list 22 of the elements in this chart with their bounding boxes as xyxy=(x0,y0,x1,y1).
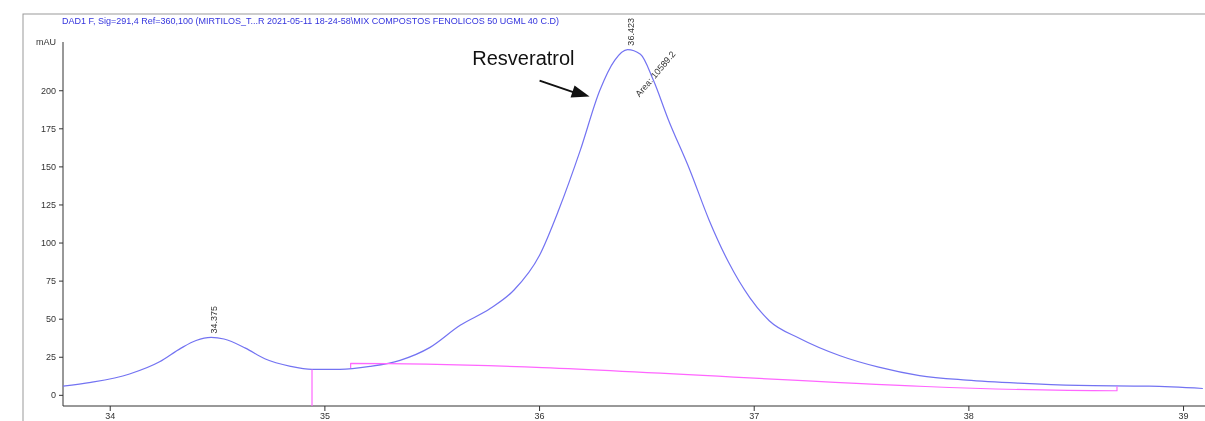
y-tick-label: 175 xyxy=(40,123,56,134)
annotation: 36.423 xyxy=(625,18,636,46)
chart-title: DAD1 F, Sig=291,4 Ref=360,100 (MIRTILOS_T...R 2021-05-11 18-24-58\MIX COMPOSTOS FENOLICOS 50 UGML 40 C.D) xyxy=(62,16,559,26)
y-tick-label: 125 xyxy=(40,199,56,210)
x-tick-label: 36 xyxy=(534,411,545,421)
annotation: 34.375 xyxy=(209,305,220,334)
x-tick-label: 39 xyxy=(1178,411,1189,421)
x-tick-label: 35 xyxy=(319,411,330,421)
x-tick-label: 37 xyxy=(749,411,760,421)
line-series xyxy=(62,49,1204,390)
line-series xyxy=(350,362,1118,392)
y-tick-label: 100 xyxy=(40,238,56,249)
y-tick-label: 50 xyxy=(45,314,56,325)
y-tick-label: 0 xyxy=(50,390,56,401)
x-tick-label: 38 xyxy=(963,411,974,421)
y-axis-title: mAU xyxy=(36,37,56,47)
y-tick-label: 75 xyxy=(45,276,56,287)
y-tick-label: 150 xyxy=(40,161,56,172)
y-tick-label: 25 xyxy=(45,352,56,363)
y-tick-label: 200 xyxy=(40,85,56,96)
x-tick-label: 34 xyxy=(105,411,116,421)
annotation: Resveratrol xyxy=(472,46,575,69)
